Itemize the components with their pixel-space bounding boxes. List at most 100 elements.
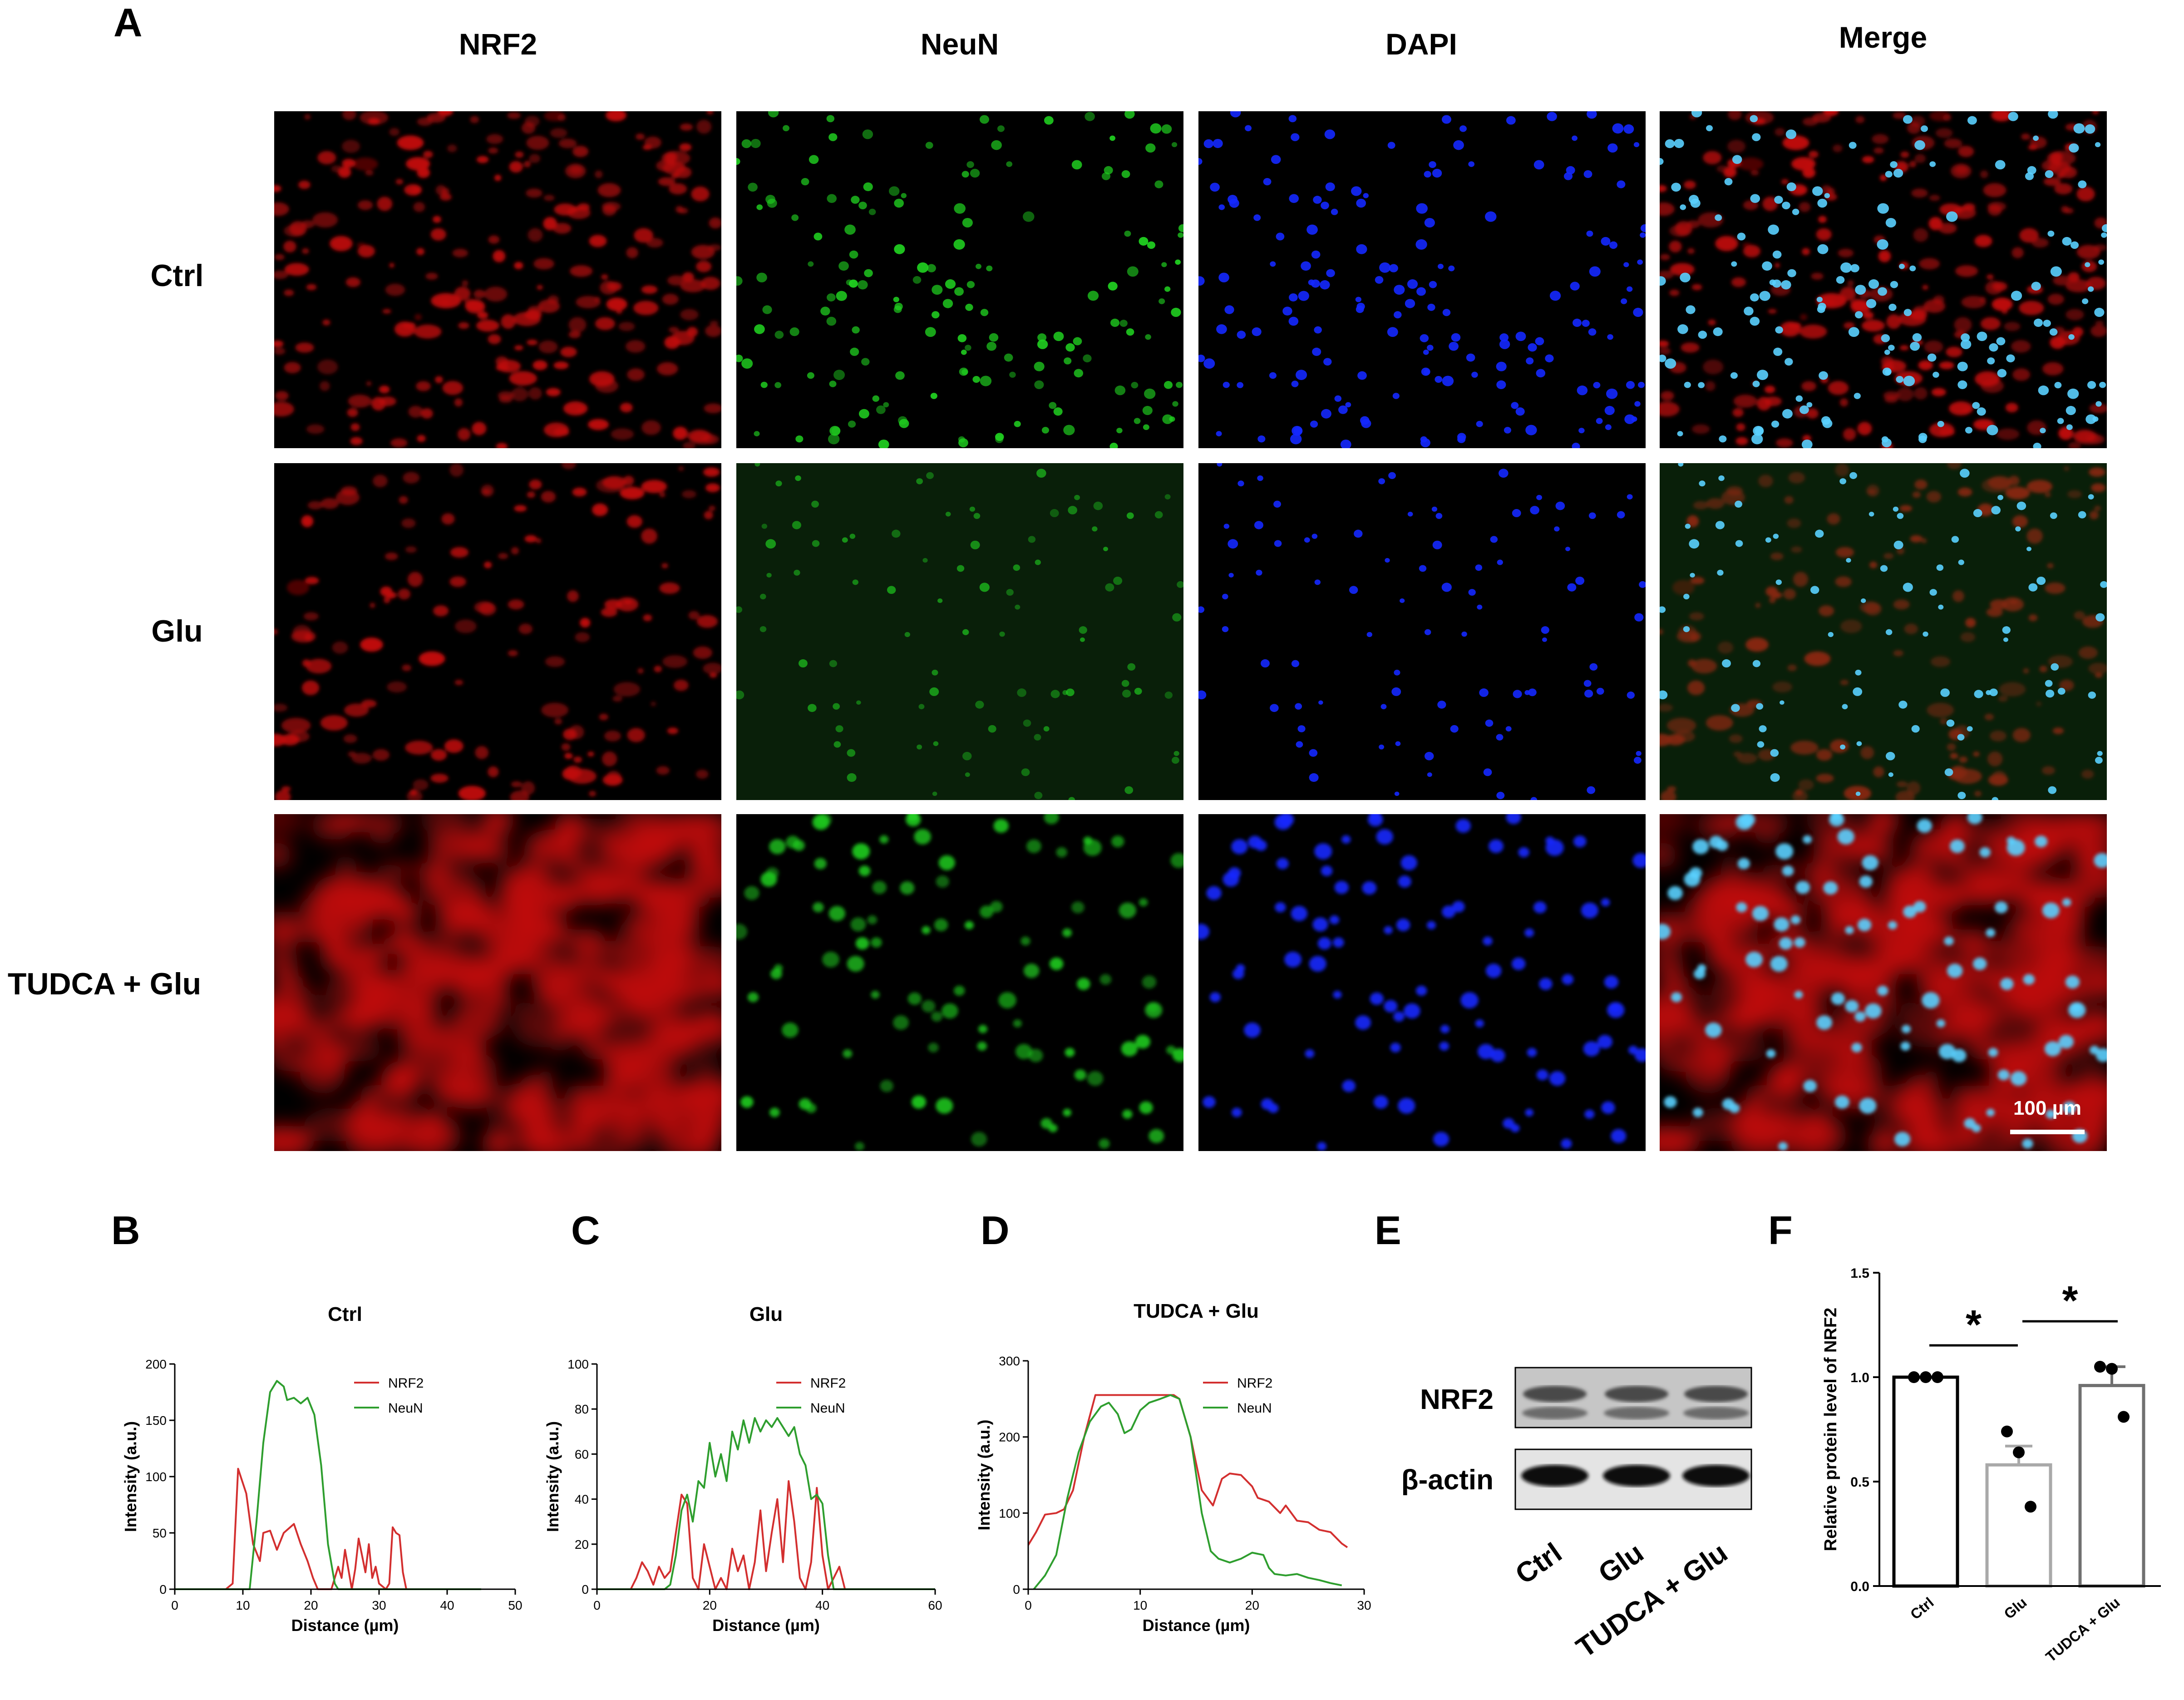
panel-label-a: A	[113, 0, 143, 45]
blot-lane-label-ctrl: Ctrl	[1510, 1537, 1568, 1591]
row-label-glu: Glu	[151, 614, 202, 648]
y-tick-label: 150	[145, 1413, 167, 1428]
column-header-nrf2: NRF2	[459, 27, 537, 61]
micrograph-ctrl-merge	[1660, 111, 2107, 448]
series-line-neun	[597, 1417, 935, 1590]
y-axis-label: Intensity (a.u.)	[975, 1419, 993, 1530]
micrograph-background	[1660, 463, 2107, 800]
category-label: TUDCA + Glu	[2043, 1594, 2123, 1665]
bar-chart-nrf2: Ctrl Glu TUDCA + Glu 0.0 0.5 1.0 1.5 Relative p…	[1821, 1266, 2161, 1665]
blot-band-nrf2	[1605, 1386, 1668, 1402]
panel-label-f: F	[1768, 1208, 1793, 1253]
chart-title: Ctrl	[328, 1303, 362, 1325]
y-tick-label: 100	[145, 1470, 167, 1484]
line-chart-glu: 0 20 40 60 0 20 40 60 80 100 Glu Distance (µm) Inten…	[543, 1303, 942, 1635]
bar-glu	[1985, 1463, 2052, 1588]
y-tick-label: 50	[153, 1526, 167, 1540]
significance-star: *	[2062, 1278, 2078, 1324]
blot-band-actin	[1682, 1465, 1750, 1487]
micrograph-background	[274, 111, 721, 448]
x-tick-label: 20	[1245, 1598, 1259, 1612]
line-chart-ctrl: 0 10 20 30 40 50 0 50 100 150 200 Ctrl Distance (µm)…	[121, 1303, 523, 1635]
panel-label-b: B	[111, 1208, 140, 1253]
microscopy-grid: NRF2 NeuN DAPI Merge Ctrl Glu TUDCA + Gl…	[8, 20, 2107, 1151]
significance-star: *	[1966, 1302, 1982, 1348]
scale-bar: 100 µm	[2010, 1097, 2085, 1134]
y-axis-label: Relative protein level of NRF2	[1821, 1308, 1840, 1551]
x-tick-label: 0	[1025, 1598, 1032, 1612]
y-tick-label: 100	[567, 1357, 589, 1371]
data-point	[2118, 1411, 2130, 1423]
data-point	[1920, 1371, 1932, 1383]
x-tick-label: 60	[928, 1598, 942, 1612]
y-axis-label: Intensity (a.u.)	[543, 1421, 562, 1532]
western-blot: NRF2 β-actin Ctrl Glu TUDCA + Glu	[1401, 1367, 1752, 1664]
series-line-nrf2	[175, 1468, 481, 1590]
scale-bar-label: 100 µm	[2013, 1097, 2081, 1119]
y-tick-label: 100	[999, 1506, 1020, 1520]
legend-label-nrf2: NRF2	[810, 1376, 846, 1391]
data-point	[1932, 1371, 1943, 1383]
x-axis-label: Distance (µm)	[291, 1616, 399, 1635]
micrograph-tudca-glu-dapi	[1198, 814, 1646, 1151]
y-tick-label: 80	[575, 1402, 589, 1416]
micrograph-background	[736, 463, 1183, 800]
x-tick-label: 50	[508, 1598, 522, 1612]
panel-label-e: E	[1375, 1208, 1401, 1253]
micrograph-ctrl-nrf2	[274, 111, 721, 448]
micrograph-background	[1198, 111, 1646, 448]
y-tick-label: 1.5	[1850, 1266, 1869, 1281]
blot-band-nrf2-lower	[1604, 1407, 1669, 1419]
series-line-nrf2	[1027, 1394, 1348, 1548]
data-point	[2094, 1361, 2106, 1373]
micrograph-glu-nrf2	[274, 463, 721, 800]
column-header-merge: Merge	[1839, 20, 1927, 54]
x-tick-label: 10	[1133, 1598, 1147, 1612]
y-tick-label: 300	[999, 1354, 1020, 1368]
legend-label-neun: NeuN	[1237, 1401, 1272, 1416]
micrograph-tudca-glu-nrf2	[274, 814, 721, 1151]
blot-lane-label-glu: Glu	[1593, 1537, 1649, 1590]
chart-title: TUDCA + Glu	[1134, 1300, 1259, 1322]
x-tick-label: 0	[593, 1598, 601, 1612]
y-tick-label: 1.0	[1850, 1370, 1869, 1385]
series-line-neun	[1033, 1394, 1342, 1590]
micrograph-tudca-glu-neun	[736, 814, 1183, 1151]
column-header-neun: NeuN	[921, 27, 999, 61]
micrograph-ctrl-neun	[736, 111, 1183, 448]
blot-band-nrf2-lower	[1522, 1407, 1587, 1419]
category-label: Ctrl	[1907, 1594, 1937, 1623]
y-tick-label: 0	[582, 1582, 589, 1596]
micrograph-tudca-glu-merge	[1660, 814, 2107, 1151]
legend-label-nrf2: NRF2	[1237, 1376, 1272, 1391]
blot-row-label-actin: β-actin	[1401, 1464, 1494, 1496]
legend-label-neun: NeuN	[388, 1401, 423, 1416]
data-point	[2025, 1501, 2036, 1513]
x-axis-label: Distance (µm)	[712, 1616, 820, 1635]
y-tick-label: 40	[575, 1492, 589, 1507]
micrograph-ctrl-dapi	[1198, 111, 1646, 448]
row-label-ctrl: Ctrl	[150, 258, 203, 293]
micrograph-glu-dapi	[1198, 463, 1646, 800]
blot-band-actin	[1603, 1465, 1670, 1487]
x-tick-label: 0	[171, 1598, 178, 1612]
micrograph-background	[736, 111, 1183, 448]
y-tick-label: 200	[999, 1430, 1020, 1444]
blot-band-nrf2-lower	[1683, 1407, 1749, 1419]
legend-label-nrf2: NRF2	[388, 1376, 424, 1391]
x-tick-label: 20	[304, 1598, 318, 1612]
x-tick-label: 20	[703, 1598, 717, 1612]
bar-ctrl	[1892, 1375, 1959, 1588]
x-tick-label: 40	[440, 1598, 454, 1612]
x-tick-label: 10	[236, 1598, 250, 1612]
blot-bands	[1521, 1386, 1750, 1487]
series-line-nrf2	[597, 1480, 851, 1590]
x-tick-label: 30	[1357, 1598, 1371, 1612]
legend-label-neun: NeuN	[810, 1401, 845, 1416]
blot-band-nrf2	[1684, 1386, 1748, 1402]
data-point	[2106, 1363, 2118, 1375]
data-point	[2013, 1446, 2025, 1458]
bar-tudca-glu	[2078, 1384, 2145, 1588]
category-label: Glu	[2001, 1594, 2030, 1622]
